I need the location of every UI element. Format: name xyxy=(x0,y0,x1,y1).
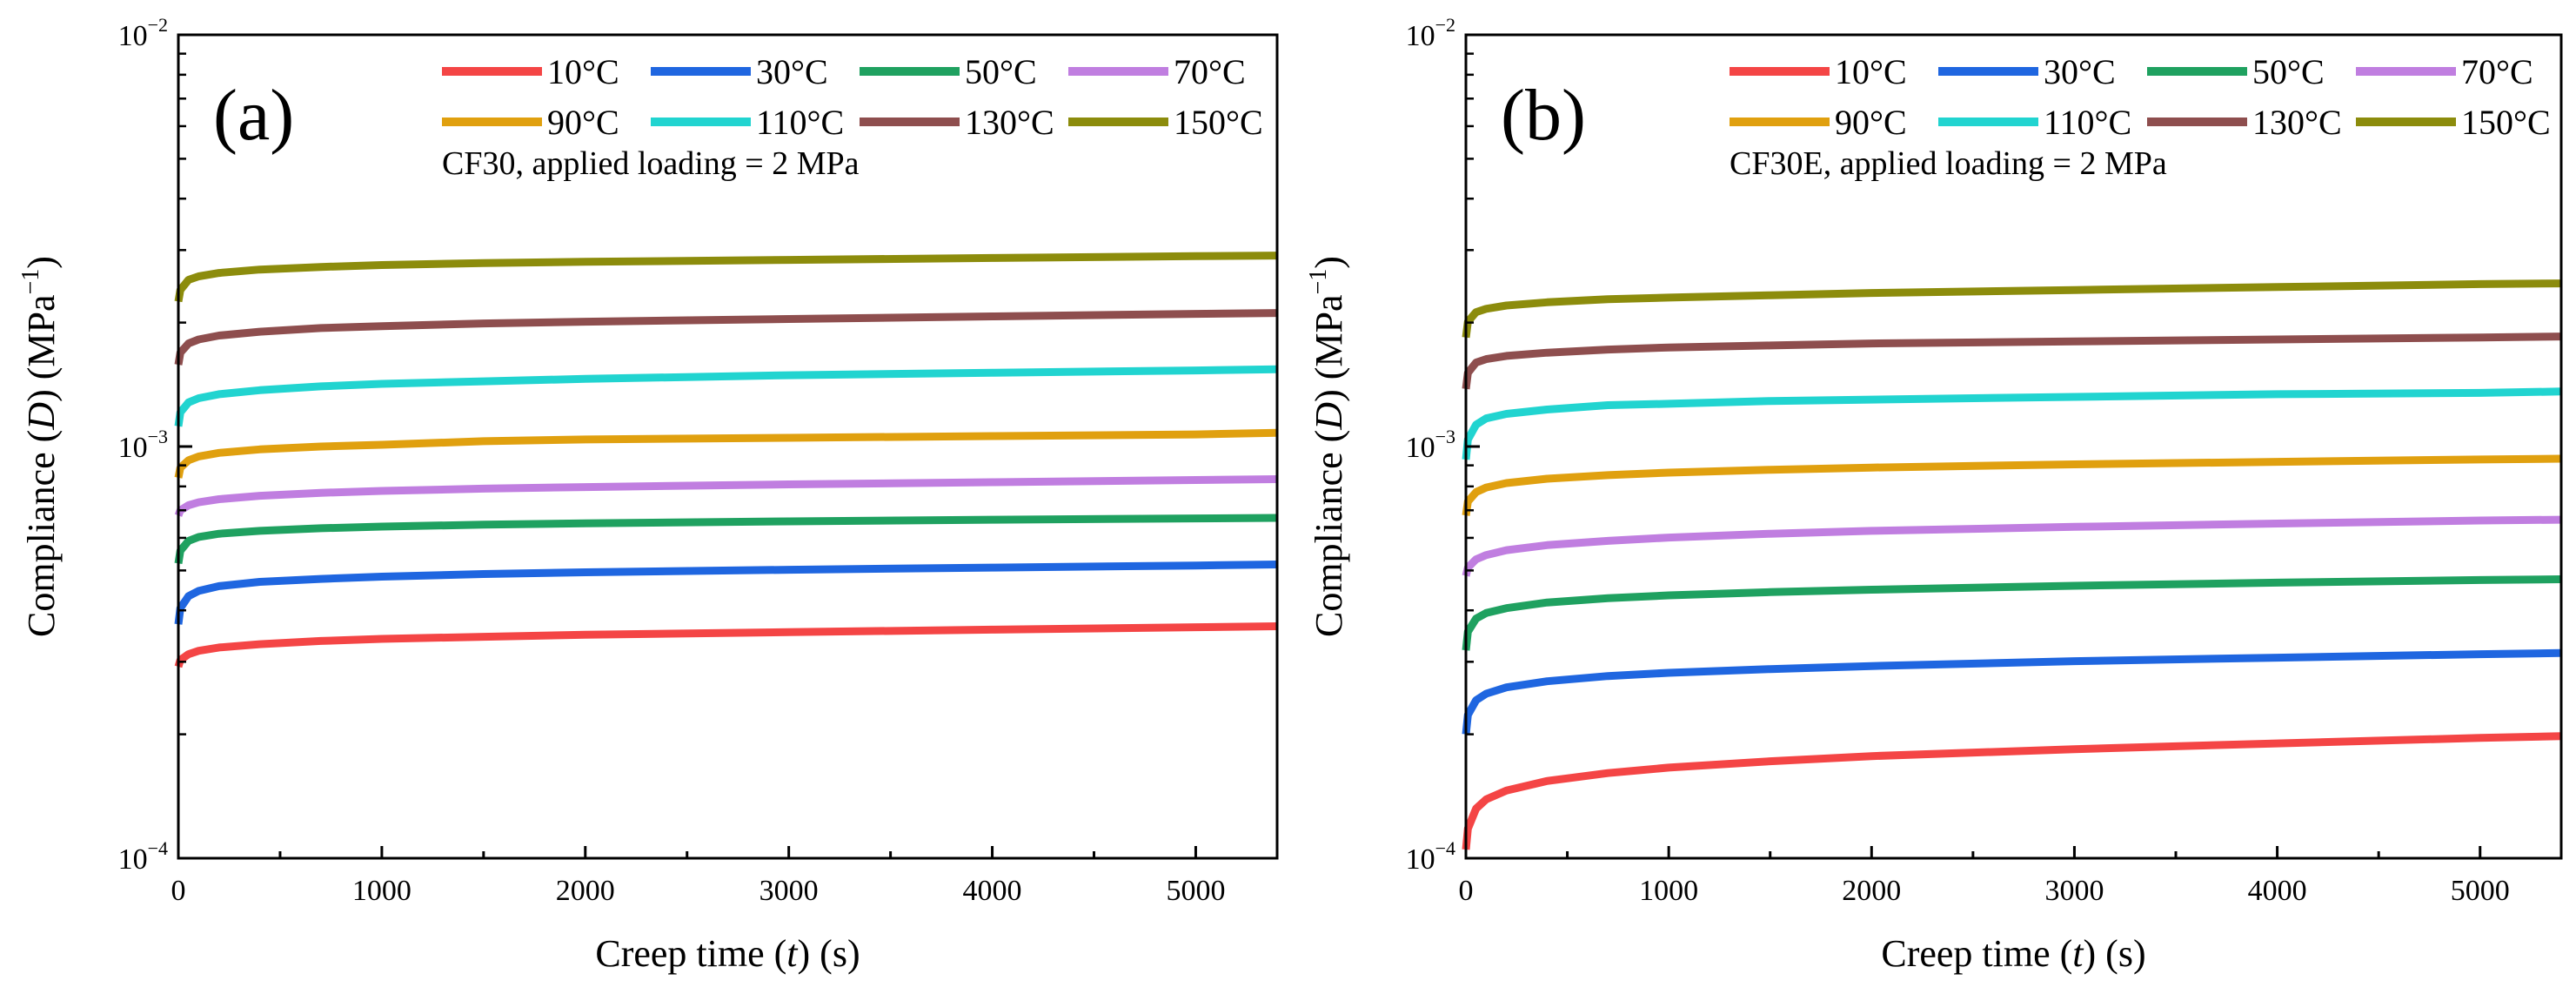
legend-label: 30°C xyxy=(756,52,828,91)
legend-label: 110°C xyxy=(2044,103,2131,142)
y-tick-exponent: −3 xyxy=(1435,426,1455,447)
y-axis-title-close: ) xyxy=(20,256,63,269)
series-line-90°C xyxy=(1462,454,2562,516)
y-tick-exponent: −2 xyxy=(148,14,168,36)
series-line-110°C xyxy=(174,365,1278,427)
series-line-90°C xyxy=(174,428,1278,479)
y-axis-title-text: Compliance ( xyxy=(1308,430,1350,637)
x-tick-label: 1000 xyxy=(352,875,411,907)
y-axis-title-exponent: −1 xyxy=(1305,269,1332,295)
legend-label: 90°C xyxy=(1835,103,1907,142)
legend-label: 90°C xyxy=(547,103,619,142)
y-tick-base: 10 xyxy=(1406,20,1435,52)
x-axis-title: Creep time (t) (s) xyxy=(1881,932,2145,975)
series-line-30°C xyxy=(1462,648,2562,735)
series-line-70°C xyxy=(174,475,1278,517)
y-tick-label: 10−4 xyxy=(1406,837,1455,876)
series-line-130°C xyxy=(1462,332,2562,390)
annotation-text: CF30E, applied loading = 2 MPa xyxy=(1730,145,2167,182)
y-tick-exponent: −3 xyxy=(148,426,168,447)
y-axis-title-unit: ) (MPa xyxy=(20,294,63,401)
y-axis-title-text: Compliance ( xyxy=(20,430,63,637)
x-axis-title: Creep time (t) (s) xyxy=(595,932,860,975)
series-line-150°C xyxy=(1462,279,2562,339)
series-line-70°C xyxy=(1462,515,2562,577)
y-tick-exponent: −2 xyxy=(1435,14,1455,36)
y-tick-base: 10 xyxy=(1406,432,1435,464)
legend: 10°C 30°C 50°C 70°C 90°C 110°C 130°C 150°C xyxy=(442,52,1263,142)
x-tick-label: 5000 xyxy=(1166,875,1225,907)
series-line-50°C xyxy=(174,514,1278,565)
series-line-130°C xyxy=(174,309,1278,366)
x-tick-label: 3000 xyxy=(2044,875,2104,907)
series-line-10°C xyxy=(174,622,1278,668)
legend-label: 50°C xyxy=(2252,52,2325,91)
y-axis-title-variable: D xyxy=(20,402,63,431)
x-tick-label: 3000 xyxy=(759,875,819,907)
legend-label: 150°C xyxy=(1174,103,1263,142)
y-tick-exponent: −4 xyxy=(148,837,168,859)
y-axis-title: Compliance (D) (MPa−1) xyxy=(1305,256,1350,637)
y-axis-title-variable: D xyxy=(1308,402,1350,431)
x-tick-label: 4000 xyxy=(963,875,1022,907)
series-line-30°C xyxy=(174,561,1278,625)
legend: 10°C 30°C 50°C 70°C 90°C 110°C 130°C 150°C xyxy=(1730,52,2551,142)
y-axis-title-exponent: −1 xyxy=(17,269,44,295)
legend-label: 130°C xyxy=(965,103,1054,142)
legend-label: 10°C xyxy=(547,52,619,91)
x-tick-label: 0 xyxy=(1459,875,1474,907)
legend-label: 30°C xyxy=(2044,52,2116,91)
series-line-50°C xyxy=(1462,575,2562,651)
y-tick-base: 10 xyxy=(118,432,148,464)
panel-label: (b) xyxy=(1501,75,1586,156)
x-tick-label: 2000 xyxy=(1842,875,1901,907)
series-line-150°C xyxy=(174,252,1278,303)
annotation-text: CF30, applied loading = 2 MPa xyxy=(442,145,860,182)
legend-label: 70°C xyxy=(2461,52,2533,91)
legend-label: 50°C xyxy=(965,52,1037,91)
series-line-110°C xyxy=(1462,387,2562,460)
legend-label: 10°C xyxy=(1835,52,1907,91)
y-tick-base: 10 xyxy=(118,20,148,52)
x-axis-title-text: Creep time ( xyxy=(595,932,786,975)
x-axis-title-variable: t xyxy=(2072,932,2084,975)
y-tick-exponent: −4 xyxy=(1435,837,1455,859)
x-tick-label: 4000 xyxy=(2248,875,2307,907)
series-group xyxy=(1462,279,2562,850)
y-tick-label: 10−2 xyxy=(1406,14,1455,52)
x-tick-label: 0 xyxy=(171,875,186,907)
y-axis-title-close: ) xyxy=(1308,256,1350,269)
x-axis-title-unit: ) (s) xyxy=(2084,932,2146,975)
y-tick-label: 10−3 xyxy=(1406,426,1455,464)
y-tick-base: 10 xyxy=(1406,843,1435,876)
legend-label: 110°C xyxy=(756,103,844,142)
series-group xyxy=(174,252,1278,668)
x-axis-title-variable: t xyxy=(786,932,799,975)
y-tick-label: 10−3 xyxy=(118,426,168,464)
x-axis-title-unit: ) (s) xyxy=(798,932,860,975)
panel-label: (a) xyxy=(213,75,294,156)
y-tick-base: 10 xyxy=(118,843,148,876)
x-tick-label: 1000 xyxy=(1639,875,1698,907)
y-axis-title: Compliance (D) (MPa−1) xyxy=(17,256,63,637)
y-tick-label: 10−4 xyxy=(118,837,168,876)
series-line-10°C xyxy=(1462,732,2562,850)
x-tick-label: 5000 xyxy=(2451,875,2510,907)
x-tick-label: 2000 xyxy=(556,875,615,907)
legend-label: 70°C xyxy=(1174,52,1246,91)
legend-label: 130°C xyxy=(2252,103,2342,142)
x-axis-title-text: Creep time ( xyxy=(1881,932,2072,975)
y-tick-label: 10−2 xyxy=(118,14,168,52)
y-axis-title-unit: ) (MPa xyxy=(1308,294,1350,401)
legend-label: 150°C xyxy=(2461,103,2551,142)
